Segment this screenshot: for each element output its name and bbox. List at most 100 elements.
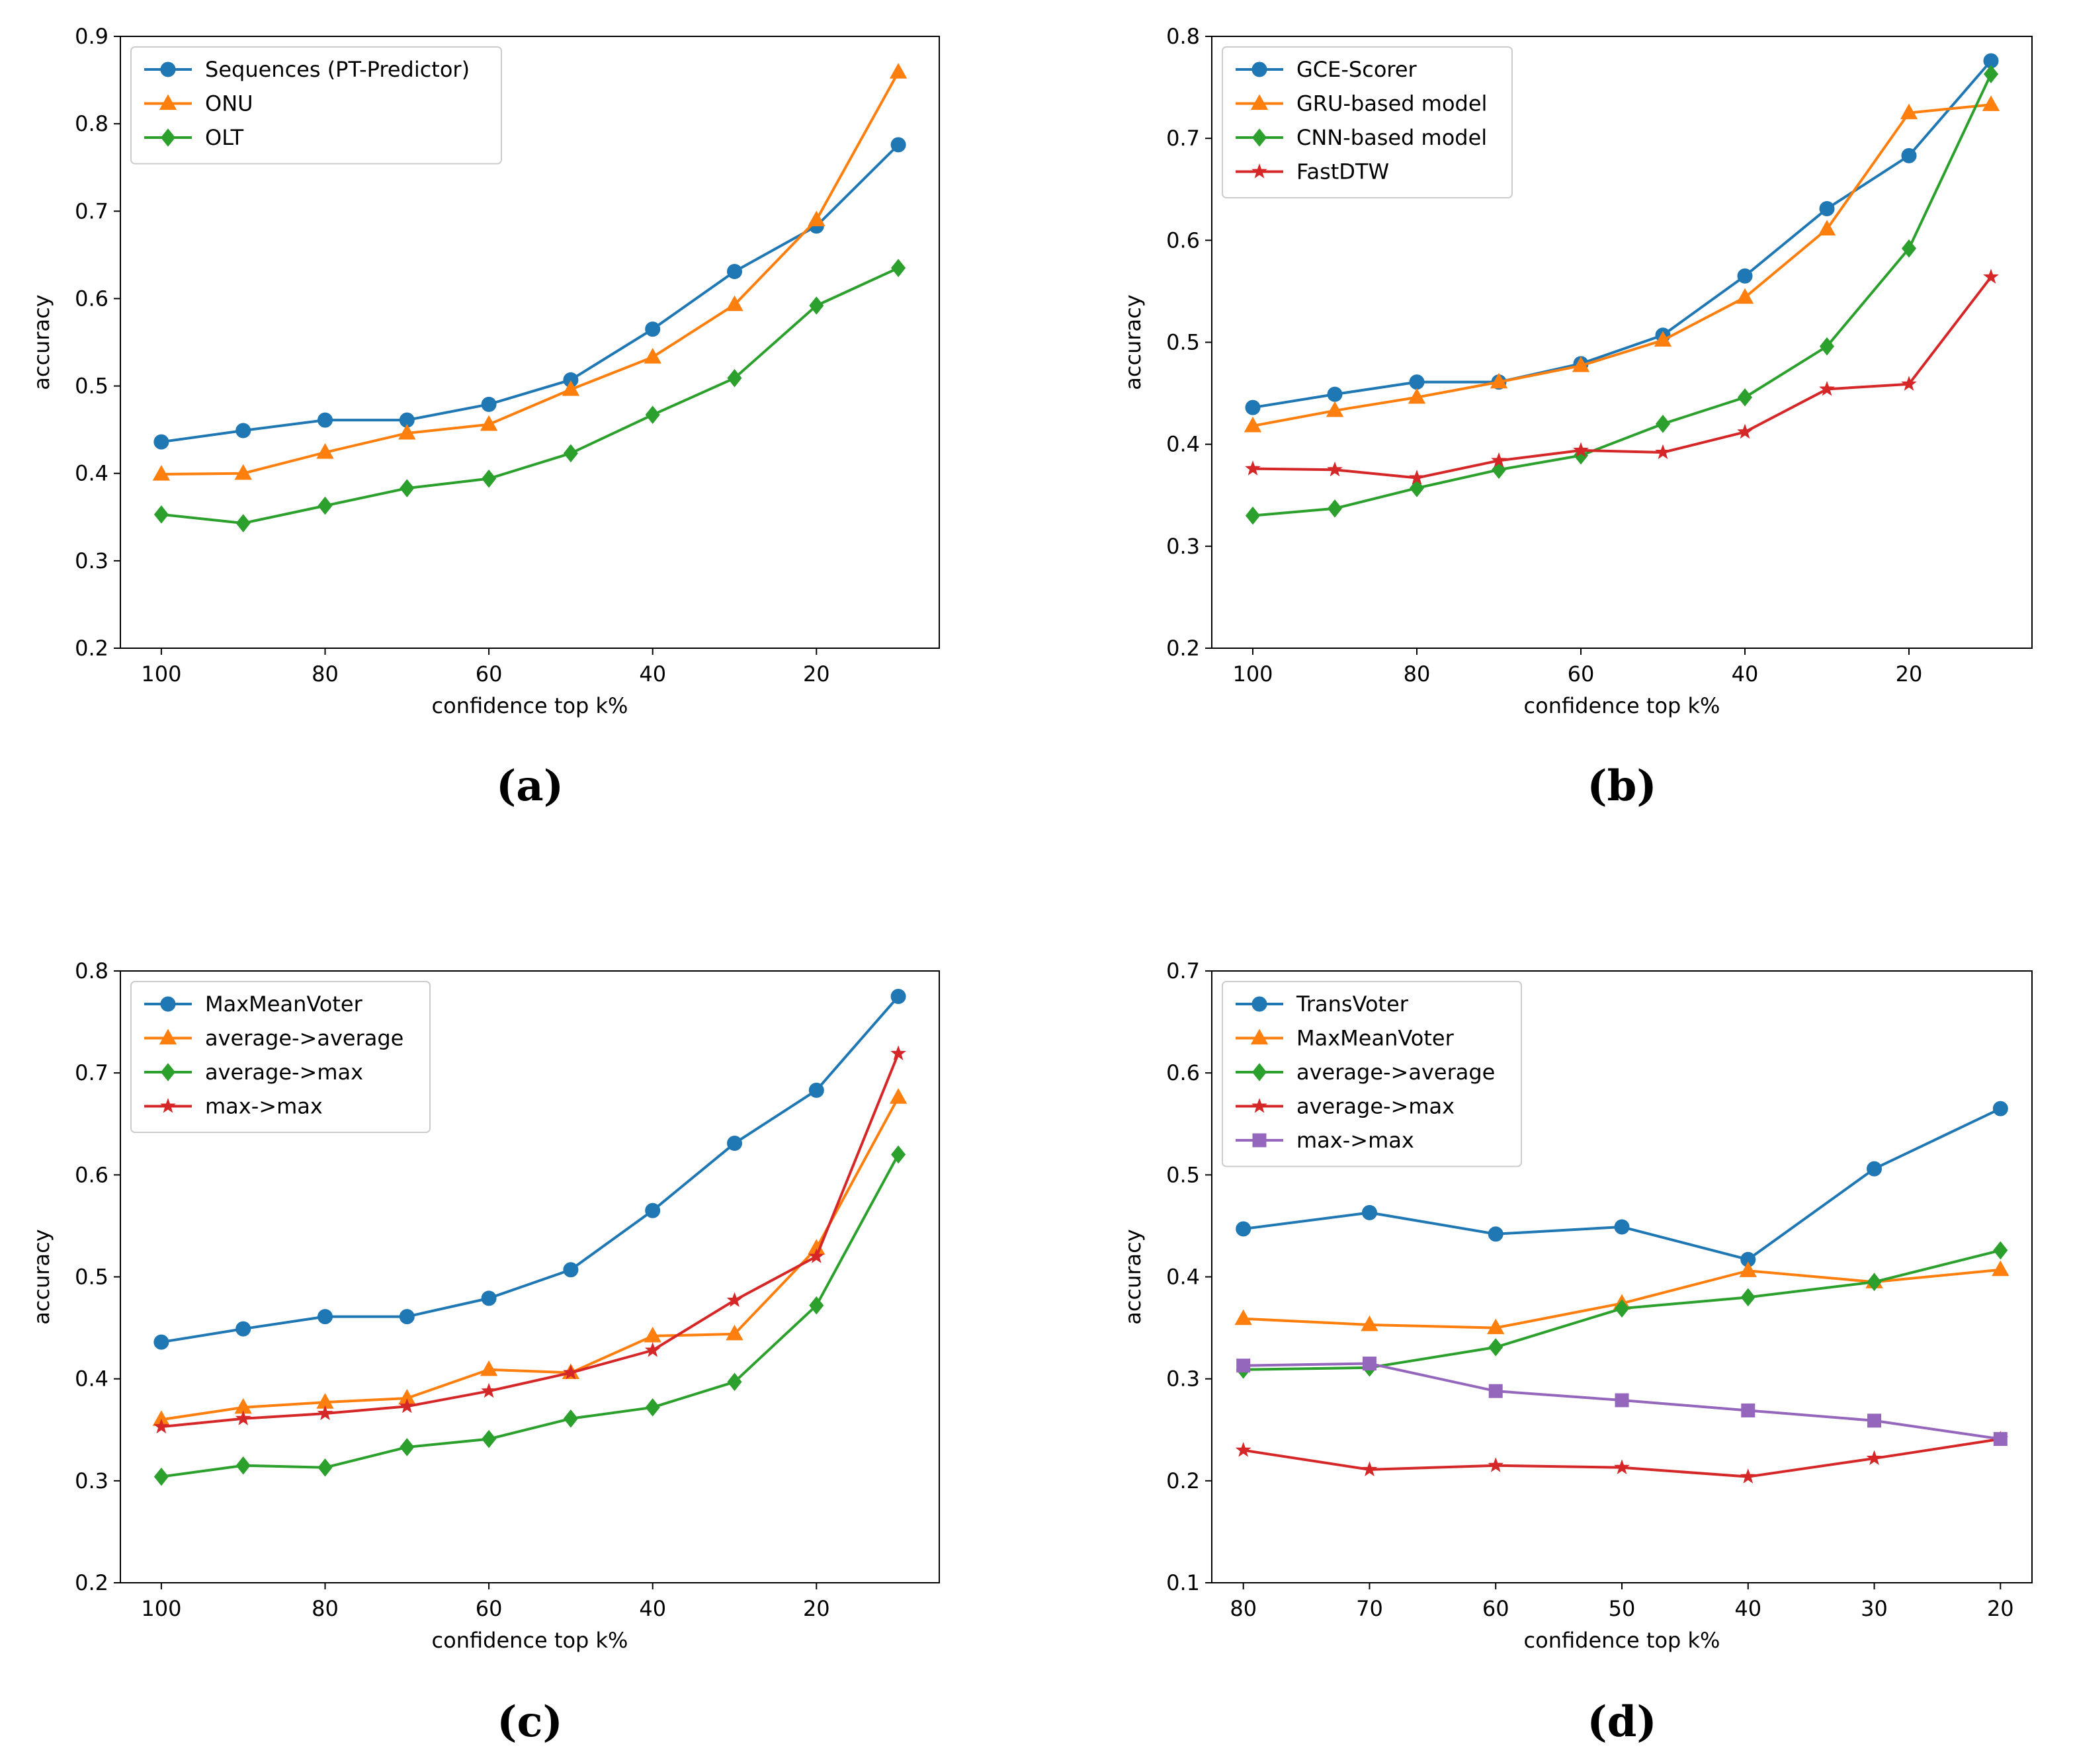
series-fastdtw: [1245, 269, 1999, 485]
data-point: [1236, 1359, 1251, 1373]
x-tick-label: 60: [476, 661, 503, 687]
y-tick-label: 0.6: [1166, 228, 1200, 253]
data-point: [1736, 288, 1754, 304]
legend-label: max->max: [1296, 1128, 1414, 1153]
y-tick-label: 0.2: [1166, 1468, 1200, 1493]
legend-marker: [1251, 163, 1267, 179]
data-point: [726, 1324, 743, 1341]
data-point: [563, 1409, 578, 1428]
x-tick-label: 80: [1404, 661, 1431, 687]
series-sequences-pt-predictor-: [153, 137, 906, 450]
x-tick-label: 40: [1732, 661, 1759, 687]
data-point: [481, 396, 497, 412]
data-point: [1362, 1357, 1376, 1371]
y-axis-label: accuracy: [29, 294, 54, 390]
series-line: [1252, 60, 1992, 409]
x-tick-label: 20: [803, 661, 830, 687]
legend-entry: Sequences (PT-Predictor): [144, 57, 470, 82]
legend-marker: [1251, 128, 1267, 147]
y-tick-label: 0.7: [75, 198, 108, 224]
y-tick-label: 0.6: [75, 286, 108, 311]
y-tick-label: 0.4: [75, 461, 108, 486]
data-point: [1615, 1393, 1629, 1407]
legend-marker: [160, 996, 176, 1012]
data-point: [890, 989, 906, 1005]
data-point: [563, 444, 578, 463]
legend-entry: max->max: [144, 1094, 323, 1119]
legend-label: MaxMeanVoter: [205, 991, 363, 1017]
x-tick-label: 100: [141, 1596, 181, 1621]
x-tick-label: 40: [1734, 1596, 1761, 1621]
data-point: [563, 1364, 579, 1380]
data-point: [317, 1458, 333, 1477]
data-point: [1867, 1413, 1882, 1428]
data-point: [400, 479, 415, 497]
panel-label: (b): [1587, 761, 1656, 811]
data-point: [563, 1262, 579, 1278]
data-point: [1408, 388, 1426, 404]
legend-marker: [160, 1098, 176, 1113]
legend-marker: [1251, 996, 1267, 1012]
y-tick-label: 0.2: [75, 636, 108, 661]
legend-box: [1222, 46, 1513, 198]
x-tick-label: 20: [1987, 1596, 2014, 1621]
data-point: [235, 1456, 251, 1475]
data-point: [481, 1382, 497, 1398]
y-tick-label: 0.2: [1166, 636, 1200, 661]
x-tick-label: 40: [639, 661, 666, 687]
data-point: [235, 514, 251, 532]
legend-entry: ONU: [144, 91, 253, 116]
data-point: [1867, 1161, 1883, 1177]
y-tick-label: 0.5: [1166, 1162, 1200, 1187]
data-point: [1614, 1299, 1630, 1318]
data-point: [1327, 386, 1343, 402]
legend-entry: TransVoter: [1236, 991, 1409, 1017]
legend-marker: [1250, 94, 1269, 110]
data-point: [1741, 1403, 1756, 1417]
series-average-average: [152, 1088, 908, 1426]
legend-label: average->average: [1296, 1060, 1495, 1085]
data-point: [1866, 1450, 1883, 1466]
data-point: [1819, 380, 1835, 396]
y-tick-label: 0.7: [1166, 958, 1200, 984]
chart-panel-a: 0.2 0.3 0.4 0.5 0.6 0.7 0.8 0.9 100 80 60 40 20 confi…: [29, 24, 940, 811]
legend-entry: average->max: [1236, 1094, 1455, 1119]
data-point: [1867, 1273, 1882, 1292]
legend: GCE-Scorer GRU-based model CNN-based model…: [1222, 46, 1513, 198]
data-point: [809, 296, 824, 315]
x-tick-label: 50: [1609, 1596, 1636, 1621]
data-point: [153, 1467, 169, 1486]
legend-entry: GRU-based model: [1236, 91, 1487, 116]
legend-label: Sequences (PT-Predictor): [205, 57, 470, 82]
x-tick-label: 30: [1861, 1596, 1888, 1621]
data-point: [400, 1438, 415, 1456]
data-point: [480, 1360, 498, 1376]
x-axis-label: confidence top k%: [432, 1628, 628, 1653]
y-axis-label: accuracy: [29, 1229, 54, 1324]
data-point: [398, 423, 416, 440]
data-point: [727, 368, 742, 388]
data-point: [1654, 331, 1672, 347]
y-tick-label: 0.7: [1166, 126, 1200, 151]
x-axis-label: confidence top k%: [432, 693, 628, 718]
y-tick-label: 0.4: [1166, 1265, 1200, 1290]
data-point: [1819, 201, 1835, 217]
data-point: [645, 405, 660, 424]
data-point: [1655, 415, 1671, 433]
legend-marker: [1251, 62, 1267, 77]
data-point: [891, 1145, 906, 1164]
legend-label: average->max: [1296, 1094, 1455, 1119]
y-axis-label: accuracy: [1121, 1229, 1146, 1324]
data-point: [891, 259, 906, 277]
legend: MaxMeanVoter average->average average->max…: [130, 981, 431, 1133]
data-point: [1409, 374, 1425, 390]
data-point: [727, 263, 742, 279]
data-point: [1234, 1309, 1252, 1325]
data-point: [1614, 1459, 1630, 1474]
data-point: [890, 1045, 906, 1060]
data-point: [645, 1398, 660, 1417]
series-line: [1252, 103, 1992, 427]
data-point: [1361, 1204, 1377, 1220]
data-point: [1327, 461, 1343, 477]
